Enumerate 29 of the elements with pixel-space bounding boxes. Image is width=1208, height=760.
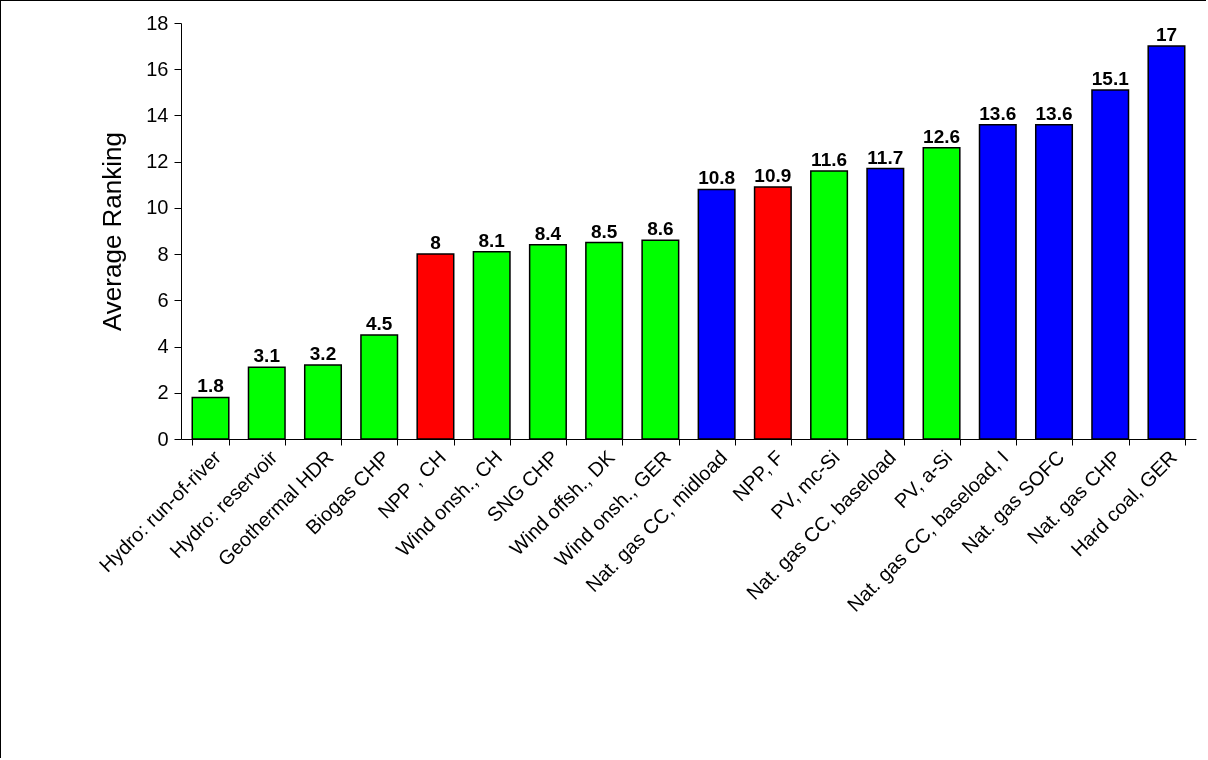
data-label: 11.7 [867, 146, 904, 168]
y-tick-label: 2 [157, 381, 169, 404]
data-label: 12.6 [923, 125, 961, 147]
y-tick-label: 18 [146, 11, 169, 34]
y-tick-label: 10 [146, 196, 169, 219]
data-label: 3.1 [253, 345, 281, 367]
y-tick-label: 4 [157, 335, 169, 358]
data-label: 3.2 [309, 343, 337, 365]
y-tick-label: 8 [157, 242, 169, 265]
y-axis-title: Average Ranking [97, 132, 128, 331]
data-label: 8.6 [647, 218, 674, 240]
data-label: 13.6 [979, 102, 1017, 124]
data-label: 8.5 [590, 220, 618, 242]
y-tick-label: 12 [146, 150, 169, 173]
data-label: 8.4 [534, 222, 562, 244]
data-label: 11.6 [811, 148, 848, 170]
data-label: 15.1 [1091, 68, 1130, 90]
y-tick-label: 6 [157, 288, 169, 311]
data-label: 4.5 [366, 313, 393, 334]
data-label: 10.9 [754, 165, 792, 187]
y-tick-label: 0 [157, 427, 169, 450]
data-label: 17 [1155, 24, 1178, 46]
y-tick-label: 14 [146, 103, 169, 126]
data-label: 8 [430, 232, 441, 254]
data-label: 1.8 [197, 375, 224, 397]
y-tick-label: 16 [146, 57, 169, 80]
data-label: 8.1 [478, 229, 506, 251]
data-label: 10.8 [698, 167, 736, 189]
data-label: 13.6 [1035, 102, 1073, 124]
